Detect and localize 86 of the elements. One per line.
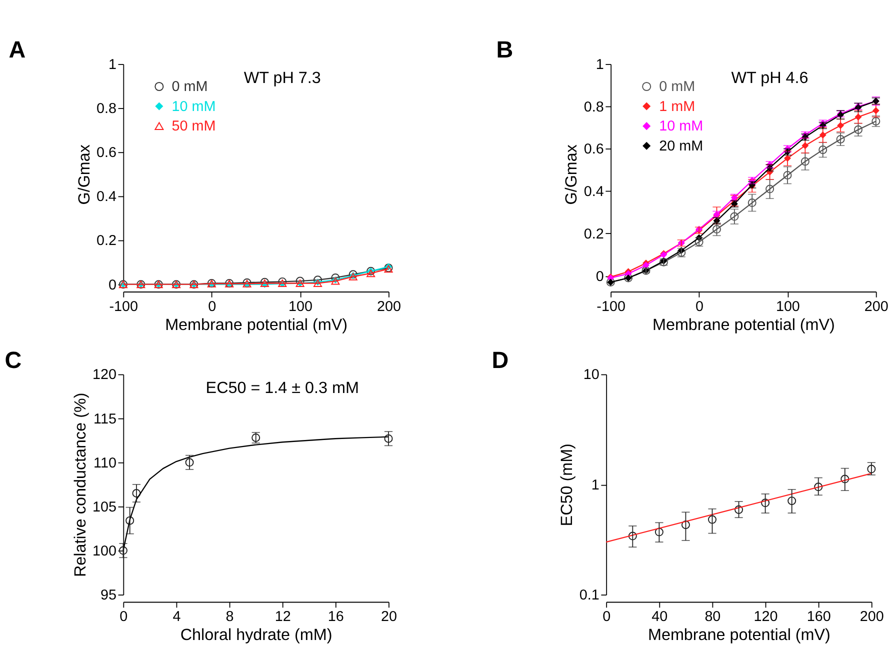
- x-tick-label: 20: [380, 609, 397, 626]
- point: [840, 474, 850, 484]
- point: [132, 489, 141, 498]
- y-tick-label: 0.4: [584, 184, 604, 200]
- point: [788, 496, 796, 506]
- point: [748, 198, 756, 208]
- legend-label: 10 mM: [172, 98, 216, 115]
- y-tick-label: 0.2: [96, 233, 116, 250]
- point: [734, 505, 744, 514]
- y-axis-title: G/Gmax: [75, 144, 94, 205]
- x-tick-label: 16: [328, 609, 344, 626]
- x-tick-label: 100: [776, 298, 800, 315]
- y-tick-label: 0.8: [96, 101, 116, 118]
- point: [783, 170, 792, 180]
- point: [384, 434, 393, 443]
- x-tick-label: 12: [274, 609, 291, 626]
- legend-label: 1 mM: [659, 98, 696, 115]
- chart-title: B: [496, 36, 514, 63]
- y-tick-label: 110: [94, 455, 116, 472]
- y-tick-label: 1: [596, 56, 604, 73]
- point: [867, 464, 876, 474]
- point: [818, 146, 828, 154]
- y-tick-label: 10: [583, 367, 600, 384]
- y-tick-label: 120: [92, 367, 116, 384]
- y-tick-label: 0.1: [579, 588, 600, 604]
- point: [681, 520, 690, 530]
- annotation: EC50 = 1.4 ± 0.3 mM: [206, 379, 359, 398]
- x-axis-title: Membrane potential (mV): [652, 316, 835, 334]
- y-tick-label: 0.2: [584, 226, 604, 242]
- x-tick-label: 100: [288, 298, 313, 315]
- x-tick-label: 200: [864, 298, 888, 315]
- y-tick-label: 0.6: [96, 145, 116, 162]
- y-tick-label: 115: [94, 411, 116, 428]
- y-tick-label: 0.8: [584, 99, 604, 116]
- y-tick-label: 1: [108, 56, 116, 73]
- annotation: WT pH 7.3: [244, 68, 321, 87]
- x-tick-label: 0: [120, 609, 128, 626]
- point: [628, 532, 637, 540]
- y-axis-title: Relative conductance (%): [71, 392, 90, 578]
- legend-label: 0 mM: [659, 78, 696, 95]
- x-tick-label: 120: [754, 609, 778, 626]
- y-tick-label: 1: [591, 477, 600, 494]
- x-tick-label: 200: [376, 298, 401, 315]
- chart-title: A: [8, 36, 26, 63]
- point: [766, 184, 774, 194]
- x-tick-label: 80: [704, 609, 721, 626]
- y-axis-title: EC50 (mM): [558, 444, 576, 526]
- x-axis-title: Membrane potential (mV): [165, 316, 348, 334]
- point: [126, 516, 134, 525]
- point: [366, 270, 376, 278]
- x-tick-label: 160: [806, 609, 831, 626]
- y-tick-label: 0.4: [96, 189, 116, 206]
- point: [712, 225, 721, 234]
- x-axis-title: Membrane potential (mV): [648, 626, 830, 644]
- point: [761, 498, 770, 508]
- point: [185, 458, 194, 467]
- point: [814, 482, 823, 492]
- y-tick-label: 95: [100, 588, 116, 604]
- point: [730, 212, 739, 221]
- y-tick-label: 105: [92, 499, 116, 516]
- legend-label: 10 mM: [659, 118, 704, 135]
- y-tick-label: 100: [92, 543, 116, 560]
- point: [836, 134, 845, 144]
- annotation: WT pH 4.6: [731, 68, 808, 87]
- x-tick-label: -100: [109, 298, 138, 315]
- point: [654, 528, 664, 536]
- x-tick-label: 0: [696, 298, 704, 315]
- y-tick-label: 0: [596, 268, 604, 285]
- y-axis-title: G/Gmax: [562, 144, 581, 205]
- x-axis-title: Chloral hydrate (mM): [180, 626, 332, 644]
- x-tick-label: 4: [172, 609, 181, 626]
- legend-label: 50 mM: [172, 118, 216, 135]
- legend-label: 20 mM: [659, 138, 704, 154]
- y-tick-label: 0: [108, 277, 116, 294]
- chart-title: C: [4, 346, 22, 373]
- legend-label: 0 mM: [172, 78, 208, 95]
- x-tick-label: -100: [596, 298, 626, 315]
- point: [854, 125, 862, 134]
- y-tick-label: 0.6: [584, 142, 604, 158]
- x-tick-label: 0: [208, 298, 216, 315]
- x-tick-label: 40: [652, 609, 668, 626]
- x-tick-label: 200: [860, 609, 884, 626]
- x-tick-label: 8: [226, 609, 234, 626]
- point: [708, 515, 716, 524]
- point: [800, 157, 810, 166]
- chart-title: D: [492, 346, 509, 373]
